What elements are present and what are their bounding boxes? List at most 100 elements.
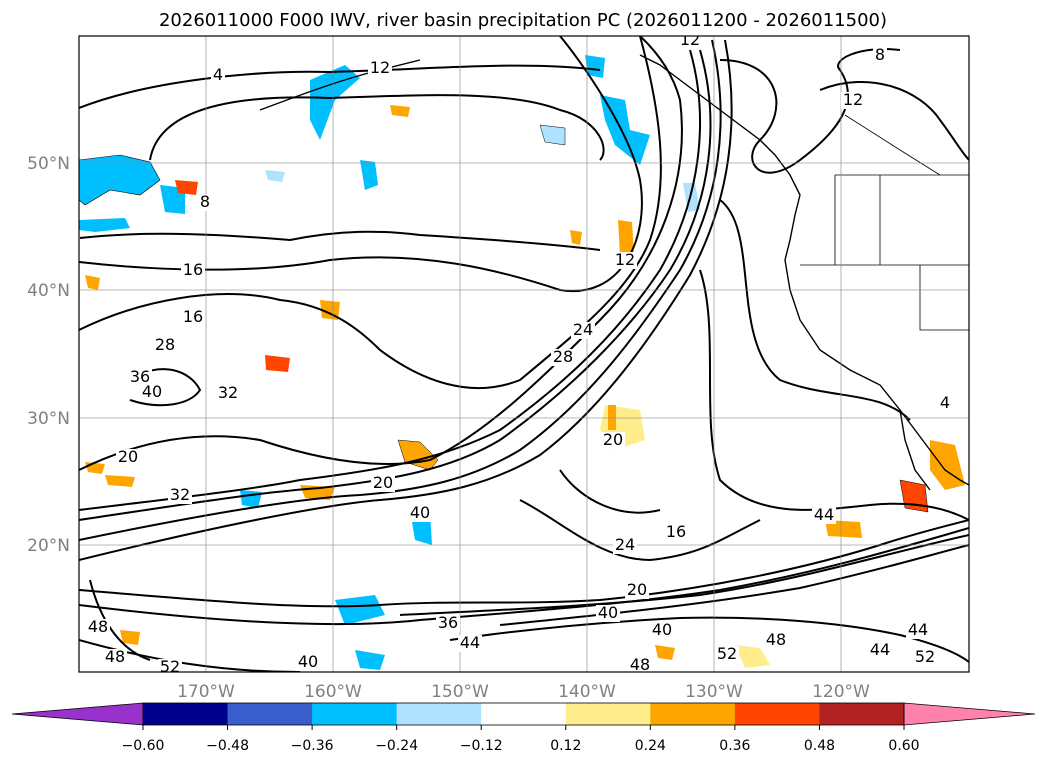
contour-label-bg [153, 337, 177, 354]
contour-label: 20 [118, 447, 138, 466]
contour-label: 24 [573, 320, 593, 339]
colorbar-tick-label: −0.12 [460, 738, 503, 754]
colorbar-bin [396, 703, 482, 725]
lon-label: 130°W [685, 682, 743, 702]
contour-label-bg [181, 262, 205, 279]
precip-patch [570, 230, 582, 245]
contour-label-bg [158, 659, 182, 672]
precip-patch [355, 650, 385, 670]
contour-label: 8 [200, 192, 210, 211]
contour-label: 12 [370, 58, 390, 77]
precip-patch [105, 475, 135, 487]
contour-label-bg [168, 487, 192, 504]
contour-label-bg [650, 622, 674, 639]
colorbar-bin [312, 703, 398, 725]
precip-patch [655, 645, 675, 660]
contour-label: 20 [603, 430, 623, 449]
contour-label-bg [625, 582, 649, 599]
precip-patch [608, 405, 616, 430]
contour-label: 52 [160, 657, 180, 676]
lon-label: 120°W [812, 682, 870, 702]
contour-label: 12 [680, 30, 700, 49]
colorbar-bin [143, 703, 229, 725]
gridlines [79, 36, 969, 672]
colorbar-tick-label: −0.24 [375, 738, 418, 754]
contour-label: 8 [875, 45, 885, 64]
contour-label: 32 [218, 383, 238, 402]
colorbar-tick-label: 0.24 [635, 738, 666, 754]
lon-label: 170°W [177, 682, 235, 702]
longitude-labels: 170°W 160°W 150°W 140°W 130°W 120°W [177, 682, 870, 702]
lat-label: 50°N [27, 154, 70, 174]
contour-label: 4 [940, 393, 950, 412]
contour-label-bg [715, 646, 739, 663]
state-borders [800, 114, 969, 331]
colorbar-extend-high [903, 702, 1036, 726]
contour-label: 44 [870, 640, 890, 659]
colorbar-tick-label: 0.12 [550, 738, 581, 754]
precip-patch [825, 520, 862, 538]
colorbar-bin [565, 703, 651, 725]
contour-label: 28 [155, 335, 175, 354]
contour-label-bg [873, 47, 887, 64]
map-background [79, 36, 969, 672]
contour-label-bg [140, 384, 164, 401]
contour-label: 12 [615, 250, 635, 269]
colorbar-tick-label: −0.60 [122, 738, 165, 754]
contour-label-bg [868, 642, 892, 659]
lat-label: 20°N [27, 536, 70, 556]
colorbar-bin [481, 703, 567, 725]
contour-label: 44 [814, 505, 834, 524]
contour-label-bg [198, 194, 212, 211]
contour-label: 20 [373, 473, 393, 492]
colorbar-extend-low [11, 702, 144, 726]
contour-label-bg [181, 309, 205, 326]
contour-label: 48 [766, 630, 786, 649]
colorbar-bin [734, 703, 820, 725]
contour-label-bg [103, 649, 127, 666]
colorbar-bin [650, 703, 736, 725]
contour-label-bg [664, 524, 688, 541]
contour-label-bg [216, 385, 240, 402]
contour-label: 12 [843, 90, 863, 109]
contour-label-bg [812, 507, 836, 524]
contour-label: 40 [598, 603, 618, 622]
contour-label-bg [678, 36, 702, 49]
contour-label: 28 [553, 347, 573, 366]
contour-label-bg [458, 635, 482, 652]
contour-label-bg [408, 505, 432, 522]
contour-label: 4 [213, 65, 223, 84]
contour-label: 36 [130, 367, 150, 386]
plot-title: 2026011000 F000 IWV, river basin precipi… [159, 10, 887, 31]
colorbar-tick-label: −0.36 [291, 738, 334, 754]
map-frame [78, 35, 970, 673]
precip-patch [265, 170, 285, 182]
colorbar-bin [227, 703, 313, 725]
precip-patch [335, 595, 385, 625]
lon-label: 160°W [304, 682, 362, 702]
precip-patch [85, 275, 100, 290]
colorbar-tick-label: 0.60 [888, 738, 919, 754]
contour-label-bg [128, 369, 152, 386]
lat-label: 40°N [27, 281, 70, 301]
contour-label-bg [436, 615, 460, 632]
lon-label: 150°W [431, 682, 489, 702]
contour-label-bg [841, 92, 865, 109]
contour-label: 48 [105, 647, 125, 666]
contour-label: 48 [630, 655, 650, 674]
contour-label: 48 [88, 617, 108, 636]
contour-label: 20 [627, 580, 647, 599]
precip-patch [585, 55, 605, 78]
contour-label-bg [116, 449, 140, 466]
contour-label: 40 [652, 620, 672, 639]
contour-label: 44 [908, 620, 928, 639]
contour-label: 44 [460, 633, 480, 652]
contour-label-bg [86, 619, 110, 636]
contour-label-bg [613, 537, 637, 554]
precip-patch [79, 218, 130, 232]
precip-patch [79, 154, 161, 206]
contour-label-bg [913, 649, 937, 666]
contour-label-bg [368, 60, 392, 77]
contour-label-bg [571, 322, 595, 339]
